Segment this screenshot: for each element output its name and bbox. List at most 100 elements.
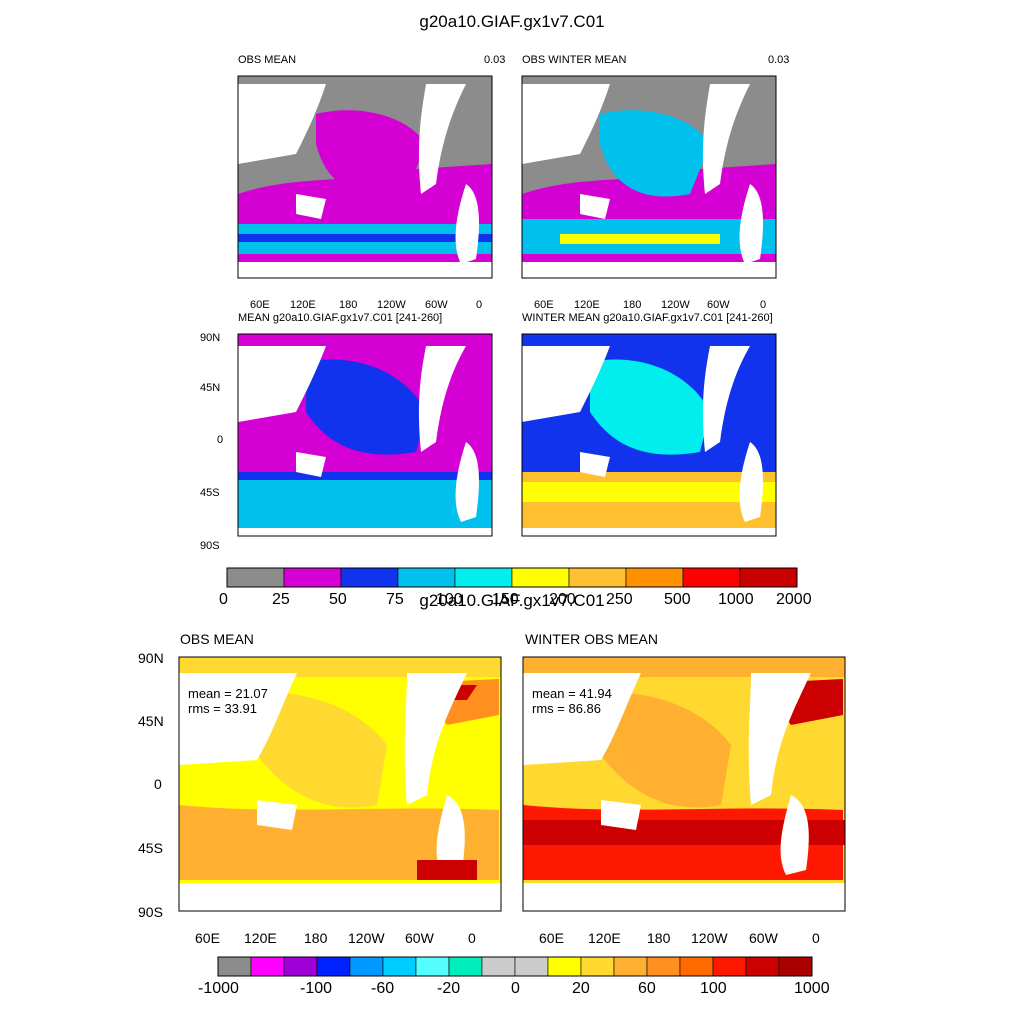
lat-label: 90N [200, 332, 221, 344]
colorbar-swatch [682, 567, 741, 588]
panel-scale: 0.03 [484, 54, 506, 66]
lat-label: 45N [138, 713, 164, 729]
rms-stat: rms = 86.86 [532, 701, 602, 716]
panel-title: OBS MEAN [238, 54, 297, 66]
colorbar-label: 0 [511, 980, 520, 997]
map-panel-model-mean [237, 333, 493, 537]
colorbar-swatch [646, 956, 681, 977]
lon-label: 0 [812, 930, 820, 946]
colorbar-label: -100 [300, 980, 333, 997]
colorbar-label: -60 [371, 980, 395, 997]
lat-label: 90S [138, 904, 163, 920]
colorbar-label: 1000 [794, 980, 830, 997]
colorbar-swatch [397, 567, 456, 588]
colorbar-swatch [415, 956, 450, 977]
colorbar-swatch [349, 956, 384, 977]
colorbar-swatch [226, 567, 285, 588]
colorbar-label: 0 [219, 591, 228, 608]
colorbar-label: 50 [329, 591, 347, 608]
figure2-title: g20a10.GIAF.gx1v7.C01 [419, 591, 605, 610]
mean-stat: mean = 41.94 [532, 686, 612, 701]
colorbar-swatch [481, 956, 516, 977]
colorbar-swatch [454, 567, 513, 588]
lat-label: 90S [200, 540, 220, 552]
colorbar-label: -1000 [198, 980, 239, 997]
colorbar-label: -20 [437, 980, 461, 997]
lon-label: 180 [647, 930, 671, 946]
lat-label: 45S [200, 487, 220, 499]
lat-label: 0 [217, 434, 224, 446]
colorbar-swatch [568, 567, 627, 588]
colorbar-swatch [217, 956, 252, 977]
panel-title: WINTER OBS MEAN [525, 631, 659, 647]
map-panel-model-winter-mean [521, 333, 777, 537]
lon-label: 120E [244, 930, 277, 946]
colorbar-label: 1000 [718, 591, 754, 608]
lon-label: 120W [377, 299, 406, 311]
panel-title: OBS WINTER MEAN [522, 54, 627, 66]
colorbar-swatch [613, 956, 648, 977]
colorbar-swatch [712, 956, 747, 977]
map-panel-obs-mean [237, 75, 493, 279]
colorbar-label: 150 [492, 591, 519, 608]
figure1-title: g20a10.GIAF.gx1v7.C01 [419, 12, 605, 31]
rms-stat: rms = 33.91 [188, 701, 258, 716]
colorbar-swatch [514, 956, 549, 977]
lon-label: 120E [574, 299, 600, 311]
colorbar-swatch [316, 956, 351, 977]
colorbar-label: 20 [572, 980, 590, 997]
colorbar-label: 250 [606, 591, 633, 608]
colorbar-swatch [448, 956, 483, 977]
lat-label: 45S [138, 840, 163, 856]
lon-label: 60E [250, 299, 270, 311]
colorbar-swatch [511, 567, 570, 588]
colorbar-label: 200 [549, 591, 576, 608]
colorbar-swatch [250, 956, 285, 977]
map-panel-winter-obs-mean-2 [522, 656, 846, 912]
lat-label: 0 [154, 776, 162, 792]
colorbar-2 [217, 956, 813, 977]
lon-label: 120W [661, 299, 690, 311]
lon-label: 120W [348, 930, 385, 946]
lon-label: 180 [339, 299, 358, 311]
lon-label: 180 [623, 299, 642, 311]
colorbar-label: 25 [272, 591, 290, 608]
lon-label: 60E [539, 930, 564, 946]
lon-label: 0 [468, 930, 476, 946]
lon-label: 60W [405, 930, 434, 946]
colorbar-label: 100 [436, 591, 463, 608]
colorbar-swatch [340, 567, 399, 588]
panel-title: MEAN g20a10.GIAF.gx1v7.C01 [241-260] [238, 312, 443, 324]
lon-label: 60W [749, 930, 778, 946]
colorbar-swatch [739, 567, 798, 588]
mean-stat: mean = 21.07 [188, 686, 268, 701]
lat-label: 90N [138, 650, 164, 666]
map-panel-obs-winter-mean [521, 75, 777, 279]
lat-label: 45N [200, 382, 221, 394]
colorbar-swatch [283, 956, 318, 977]
colorbar-label: 75 [386, 591, 404, 608]
panel-title: WINTER MEAN g20a10.GIAF.gx1v7.C01 [241-2… [522, 312, 773, 324]
lon-label: 0 [760, 299, 767, 311]
colorbar-swatch [382, 956, 417, 977]
lon-label: 60W [425, 299, 448, 311]
colorbar-label: 60 [638, 980, 656, 997]
lon-label: 60E [195, 930, 220, 946]
lon-label: 120E [290, 299, 316, 311]
lon-label: 180 [304, 930, 328, 946]
panel-title: OBS MEAN [180, 631, 254, 647]
colorbar-1 [226, 567, 798, 588]
map-panel-obs-mean-2 [178, 656, 502, 912]
lon-label: 0 [476, 299, 483, 311]
colorbar-swatch [679, 956, 714, 977]
lon-label: 120W [691, 930, 728, 946]
colorbar-swatch [580, 956, 615, 977]
panel-scale: 0.03 [768, 54, 790, 66]
lon-label: 120E [588, 930, 621, 946]
colorbar-label: 500 [664, 591, 691, 608]
lon-label: 60W [707, 299, 730, 311]
colorbar-swatch [625, 567, 684, 588]
colorbar-swatch [283, 567, 342, 588]
colorbar-label: 100 [700, 980, 727, 997]
colorbar-swatch [547, 956, 582, 977]
